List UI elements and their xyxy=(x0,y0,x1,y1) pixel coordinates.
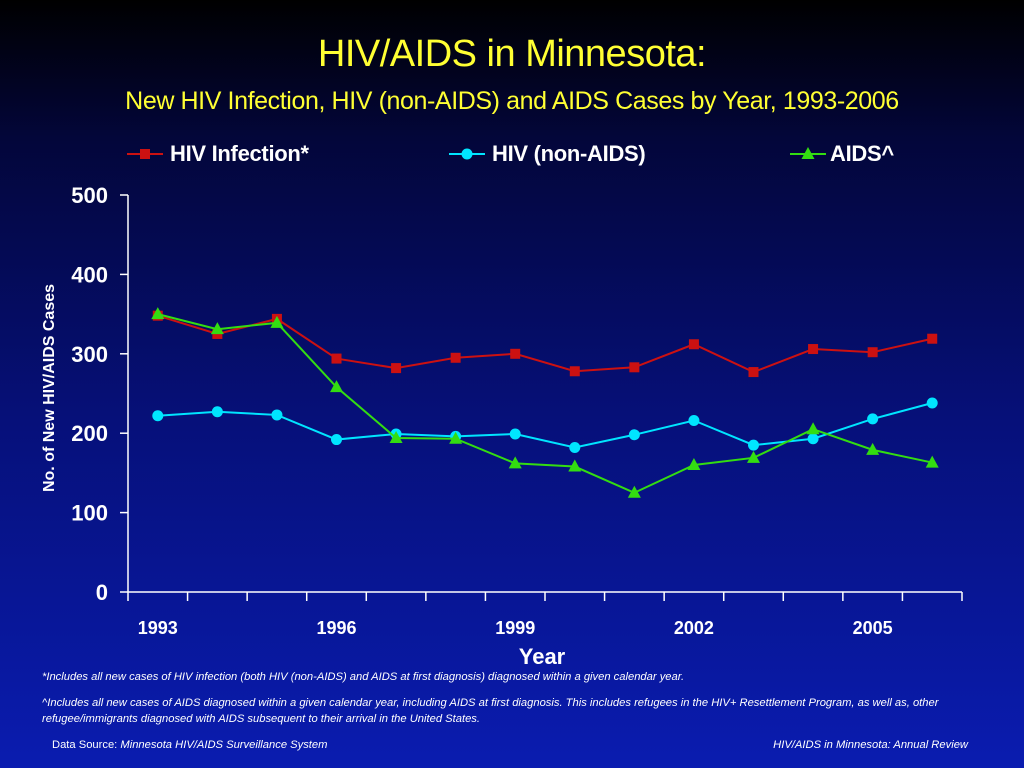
y-tick-label: 500 xyxy=(71,183,108,208)
data-point-triangle xyxy=(747,450,760,463)
data-point-triangle xyxy=(210,322,224,335)
data-point-square xyxy=(331,353,342,364)
series-line-circle xyxy=(157,402,933,449)
x-tick-label: 2002 xyxy=(674,618,714,638)
footnote-hiv-infection: *Includes all new cases of HIV infection… xyxy=(42,671,685,683)
data-source-name: Minnesota HIV/AIDS Surveillance System xyxy=(120,739,328,751)
data-point-triangle xyxy=(449,431,463,444)
data-point-triangle xyxy=(151,307,165,320)
legend-label-hiv-infection: HIV Infection* xyxy=(170,141,309,166)
data-point-circle xyxy=(688,414,700,426)
data-point-circle xyxy=(331,434,342,446)
series-line-triangle xyxy=(157,313,933,494)
legend-label-hiv-non-aids: HIV (non-AIDS) xyxy=(492,141,646,166)
footnote-aids: ^Includes all new cases of AIDS diagnose… xyxy=(42,697,939,725)
data-point-triangle xyxy=(389,430,403,443)
data-point-circle xyxy=(271,409,283,421)
y-tick-label: 100 xyxy=(71,501,108,526)
data-point-circle xyxy=(509,428,521,440)
y-tick-label: 200 xyxy=(71,421,108,446)
data-source-label: Data Source: xyxy=(52,739,121,751)
y-tick-label: 300 xyxy=(71,342,108,367)
data-point-triangle xyxy=(925,455,939,468)
data-source: Data Source: Minnesota HIV/AIDS Surveill… xyxy=(52,738,327,752)
data-point-square xyxy=(569,366,580,377)
data-point-square xyxy=(867,347,878,358)
data-point-triangle xyxy=(508,456,522,469)
data-point-square xyxy=(450,352,461,363)
x-tick-label: 1996 xyxy=(316,618,356,638)
legend-swatch-marker xyxy=(801,147,815,159)
page-title: HIV/AIDS in Minnesota: xyxy=(317,33,707,75)
x-axis-title: Year xyxy=(518,644,566,669)
data-point-circle xyxy=(152,410,164,422)
data-point-circle xyxy=(569,441,581,453)
data-point-square xyxy=(510,348,521,359)
data-point-triangle xyxy=(687,457,701,470)
legend-swatch-marker xyxy=(140,149,150,159)
series-line-square xyxy=(157,314,933,374)
report-name: HIV/AIDS in Minnesota: Annual Review xyxy=(773,739,968,751)
data-point-triangle xyxy=(330,380,343,393)
data-point-circle xyxy=(628,429,640,441)
data-point-circle xyxy=(867,413,879,425)
data-point-circle xyxy=(807,433,819,445)
legend-label-aids: AIDS^ xyxy=(830,141,894,166)
data-point-square xyxy=(748,367,759,378)
data-point-triangle xyxy=(568,459,582,472)
data-point-circle xyxy=(748,439,759,451)
data-point-square xyxy=(808,344,819,355)
x-tick-label: 1993 xyxy=(138,618,178,638)
x-tick-label: 2005 xyxy=(853,618,893,638)
data-point-circle xyxy=(211,406,223,418)
page-subtitle: New HIV Infection, HIV (non-AIDS) and AI… xyxy=(125,87,899,115)
y-tick-label: 0 xyxy=(96,580,108,605)
data-point-square xyxy=(688,339,699,350)
y-tick-label: 400 xyxy=(71,262,108,287)
data-point-square xyxy=(391,363,402,374)
y-axis-title: No. of New HIV/AIDS Cases xyxy=(41,283,58,493)
data-point-triangle xyxy=(627,485,641,498)
legend-swatch-marker xyxy=(461,148,473,160)
data-point-triangle xyxy=(270,315,284,328)
data-point-square xyxy=(927,333,938,344)
data-point-triangle xyxy=(806,422,820,435)
x-tick-label: 1999 xyxy=(495,618,535,638)
data-point-square xyxy=(629,362,640,373)
data-point-triangle xyxy=(866,442,880,455)
data-point-circle xyxy=(926,397,938,409)
